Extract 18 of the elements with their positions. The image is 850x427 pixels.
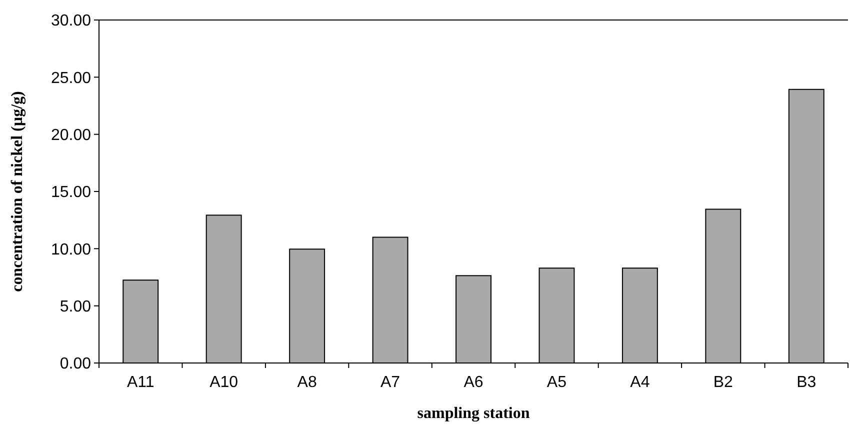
y-tick-label: 15.00 <box>50 184 92 202</box>
x-tick-label: A6 <box>464 374 484 391</box>
x-tick-label: A5 <box>546 374 567 391</box>
x-tick-label: A7 <box>380 374 400 391</box>
y-tick-label: 5.00 <box>60 298 92 316</box>
y-axis-title: concentration of nickel (µg/g) <box>9 91 26 292</box>
x-tick-label: A10 <box>210 374 238 391</box>
x-tick-label: A11 <box>126 374 154 391</box>
x-tick-label: B2 <box>713 374 734 391</box>
y-tick-label: 20.00 <box>50 126 92 144</box>
y-tick-label: 30.00 <box>50 12 92 30</box>
y-tick-label: 10.00 <box>50 241 92 258</box>
x-tick-label: B3 <box>796 374 816 391</box>
y-tick-label: 0.00 <box>60 356 92 373</box>
x-tick-label: A4 <box>630 374 650 391</box>
x-tick-label: A8 <box>297 374 317 391</box>
y-tick-label: 25.00 <box>50 70 92 87</box>
x-axis-title: sampling station <box>417 405 530 422</box>
